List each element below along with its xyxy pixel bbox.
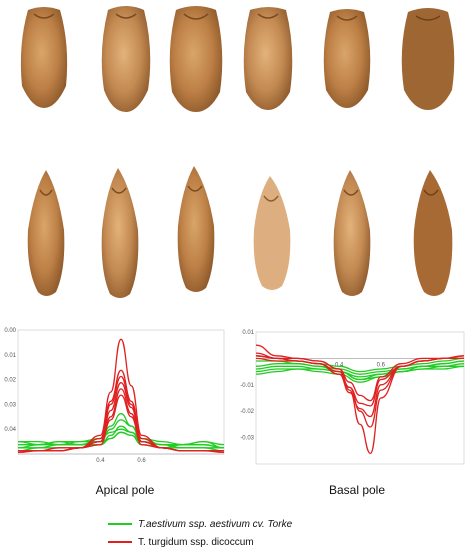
- basal-y-tick-label: -0.03: [240, 436, 254, 442]
- seed-image: [323, 9, 371, 108]
- basal-x-tick-label: 0.4: [335, 362, 344, 368]
- seed-image: [253, 176, 291, 290]
- basal-y-tick-label: -0.01: [240, 383, 254, 389]
- basal-y-tick-label: 0.01: [242, 330, 254, 336]
- apical-pole-chart: 0.00 0.01 0.02 0.03 0.04 0.4 0.6 Apical pole: [4, 328, 225, 497]
- seed-image: [243, 7, 293, 110]
- seed-image: [401, 8, 455, 110]
- seed-image: [333, 170, 371, 296]
- seed-image: [20, 7, 68, 108]
- basal-series-green-4: [255, 365, 465, 383]
- seed-image: [101, 6, 151, 112]
- basal-caption: Basal pole: [329, 483, 385, 497]
- legend-label-dicoccum: T. turgidum ssp. dicoccum: [138, 537, 254, 548]
- apical-series-green-3: [18, 431, 224, 449]
- apical-x-tick-label: 0.4: [96, 458, 105, 464]
- legend: T.aestivum ssp. aestivum cv. Torke T. tu…: [108, 519, 293, 548]
- basal-frame: [255, 331, 465, 465]
- basal-y-tick-label: -0.02: [240, 409, 254, 415]
- basal-series-red-10: [255, 355, 465, 402]
- apical-y-tick-label: 0.01: [4, 353, 16, 359]
- apical-series-green-5: [17, 431, 225, 452]
- apical-y-tick-label: 0.00: [4, 328, 16, 334]
- apical-y-tick-label: 0.03: [4, 402, 16, 408]
- basal-series-red-9: [255, 357, 464, 407]
- basal-series-green-3: [256, 360, 465, 381]
- seed-image: [101, 168, 139, 298]
- apical-series-red-9: [18, 382, 224, 452]
- apical-frame: [17, 329, 225, 455]
- apical-y-tick-label: 0.04: [4, 427, 16, 433]
- seed-image: [413, 170, 453, 296]
- apical-y-tick-label: 0.02: [4, 378, 16, 384]
- seed-image: [169, 6, 223, 112]
- apical-x-tick-label: 0.6: [137, 458, 146, 464]
- apical-series-green-4: [17, 428, 225, 449]
- apical-caption: Apical pole: [96, 483, 155, 497]
- legend-label-aestivum: T.aestivum ssp. aestivum cv. Torke: [138, 519, 293, 530]
- seed-image: [27, 170, 65, 296]
- seed-row-dicoccum: [27, 166, 453, 298]
- seed-image: [177, 166, 215, 292]
- seed-row-aestivum: [20, 6, 455, 112]
- basal-pole-chart: 0.01 -0.01 -0.02 -0.03 0.4 0.6 Basal pole: [240, 330, 465, 497]
- apical-series-red-11: [17, 394, 225, 454]
- basal-x-tick-label: 0.6: [377, 362, 386, 368]
